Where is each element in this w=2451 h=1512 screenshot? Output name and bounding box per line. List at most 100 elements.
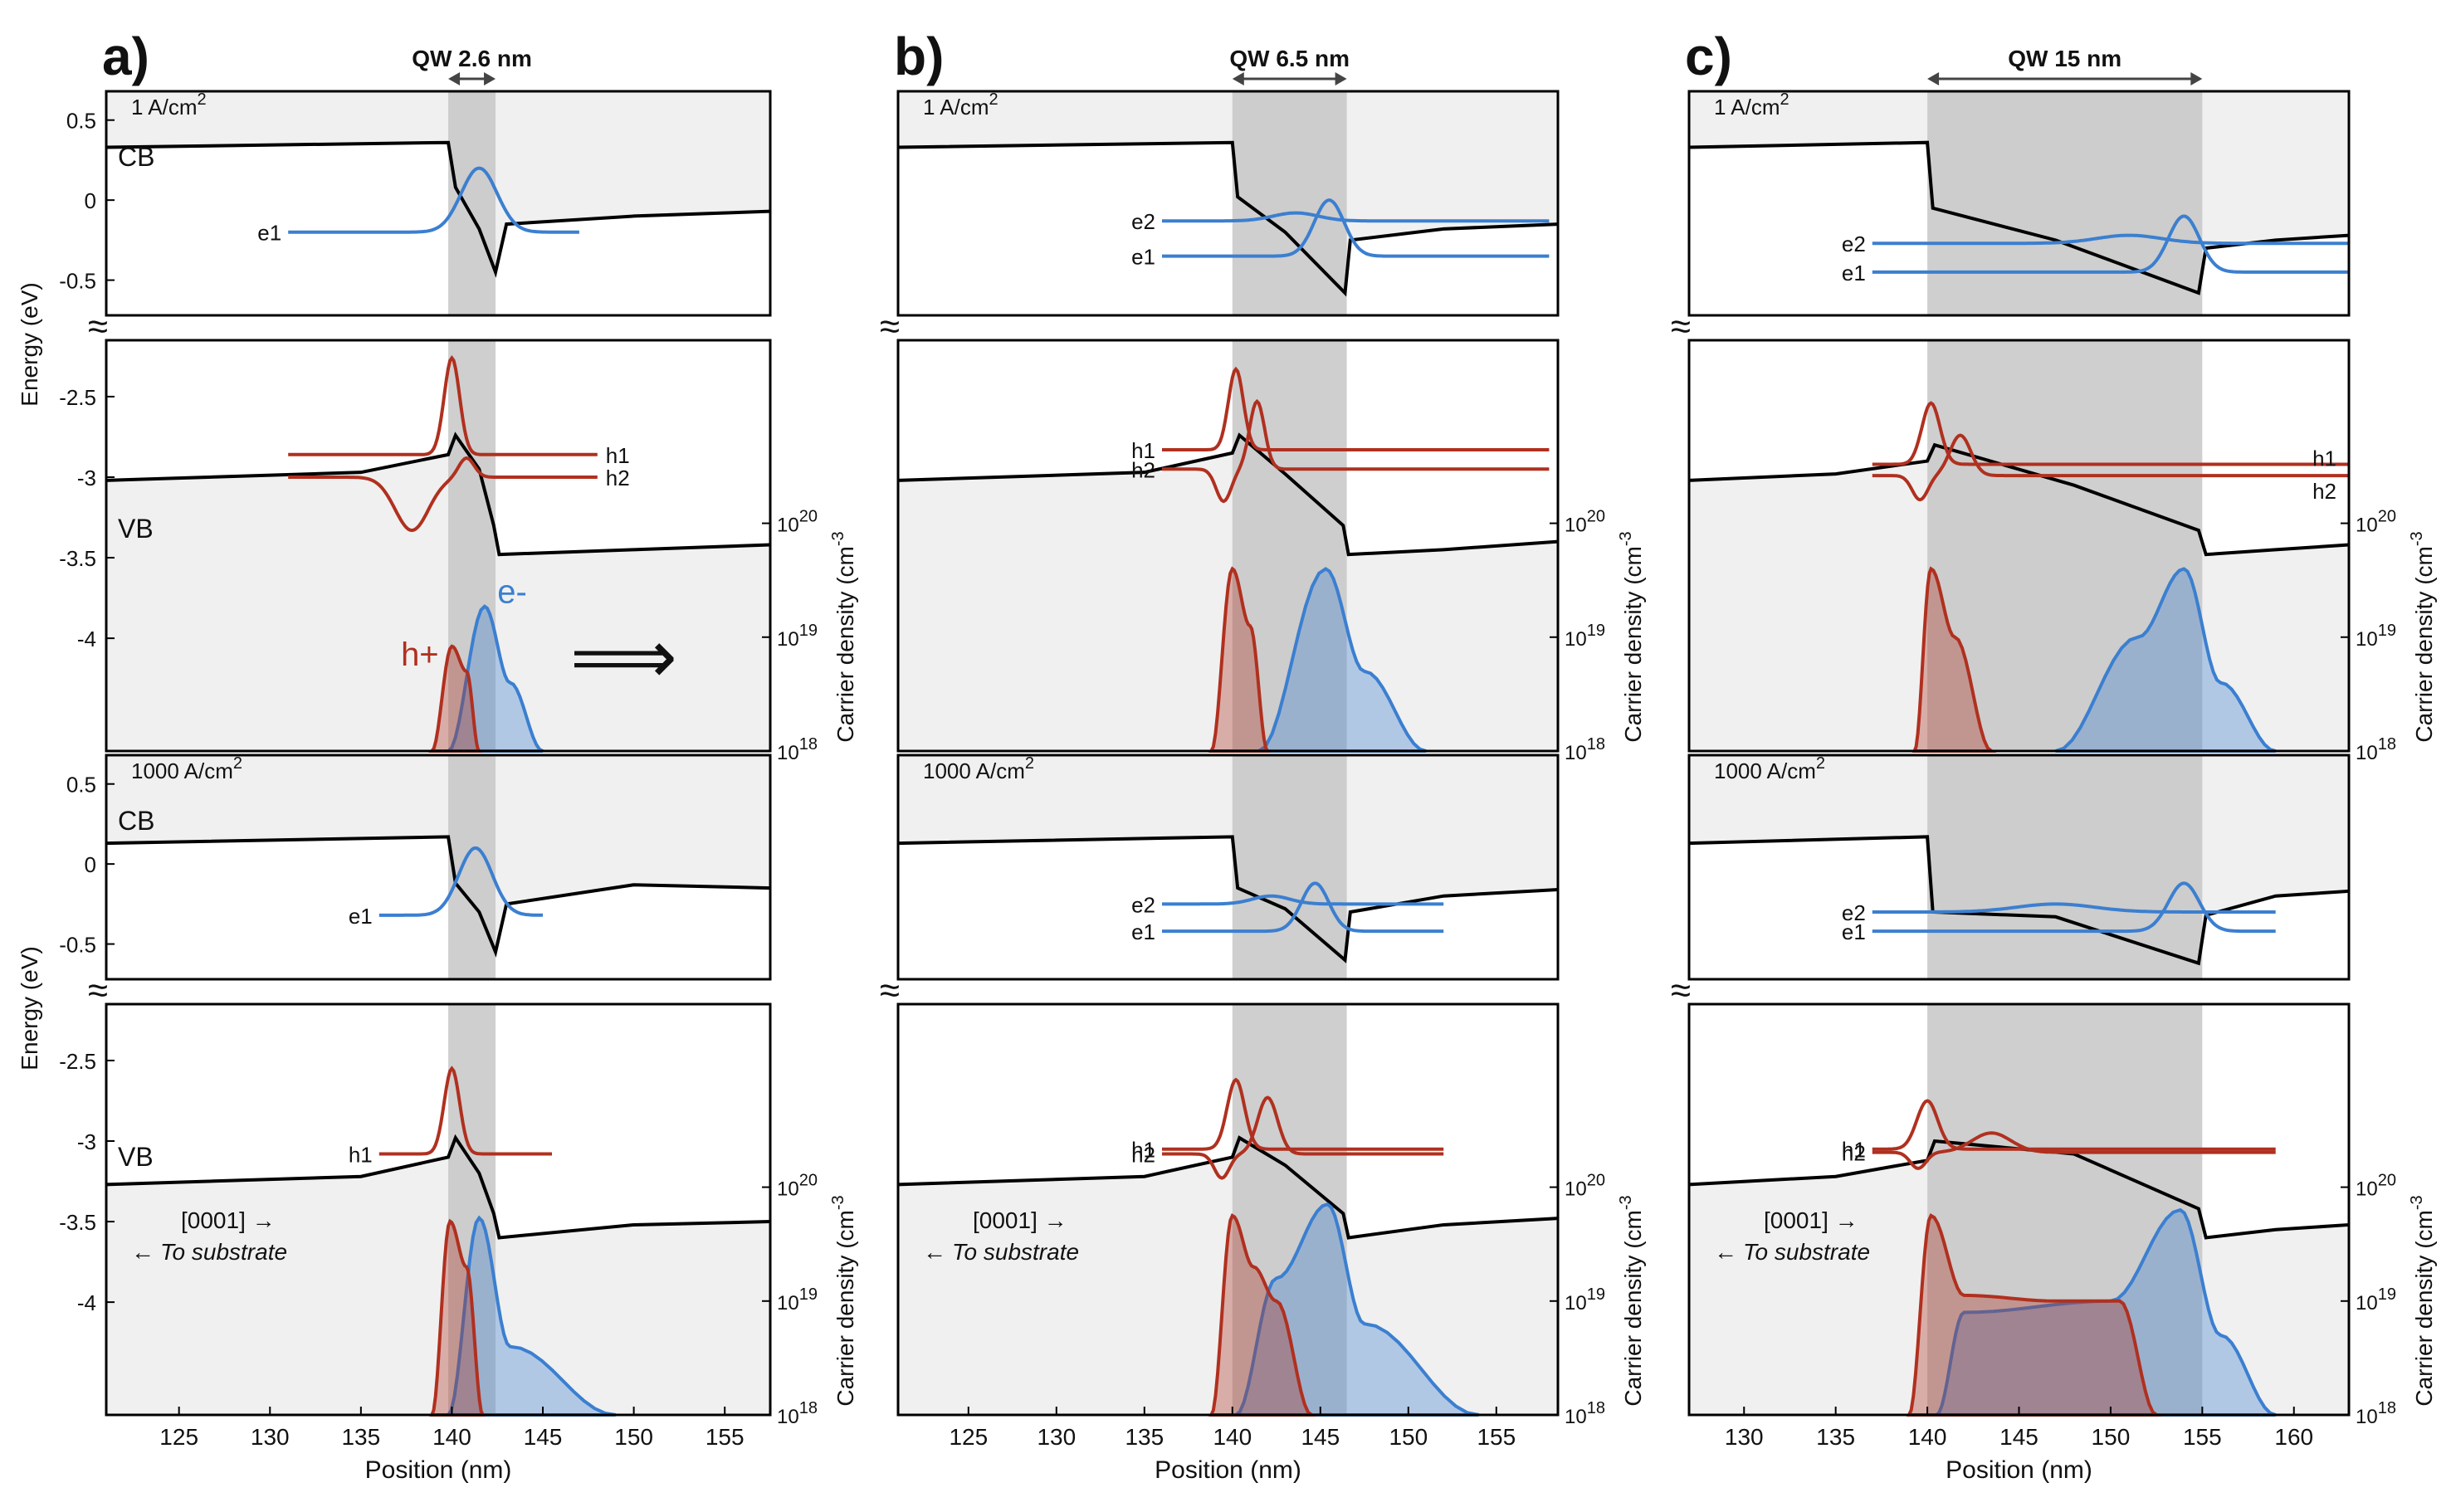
x-tick-label: 130 (1037, 1424, 1076, 1450)
density-tick-label-sup: 18 (2378, 1399, 2396, 1417)
x-axis-label: Position (nm) (1155, 1456, 1301, 1484)
current-density-label-sup: 2 (1780, 90, 1789, 109)
state-label-e1: e1 (257, 221, 281, 246)
density-tick-label-base: 10 (2356, 1292, 2378, 1314)
qw-region-lower (448, 340, 496, 751)
density-tick-label-sup: 18 (799, 1399, 818, 1417)
density-tick-label: 1020 (1565, 1172, 1605, 1201)
state-label-h1: h1 (1131, 1138, 1155, 1163)
density-axis-label: Carrier density (cm-3 (829, 1195, 858, 1406)
x-tick-label: 155 (1477, 1424, 1516, 1450)
density-tick-label-sup: 20 (2378, 508, 2396, 526)
cb-label: CB (118, 142, 154, 172)
x-tick-label: 140 (432, 1424, 471, 1450)
vb-band-edge (105, 1134, 771, 1240)
substrate-arrow: ← (131, 1239, 154, 1265)
density-tick-label-sup: 18 (1587, 735, 1605, 754)
current-density-label-sup: 2 (989, 90, 998, 109)
vb-band-edge (105, 432, 771, 557)
state-label-h1: h1 (349, 1143, 373, 1168)
hole-density (1208, 566, 1271, 753)
qw-label: QW 6.5 nm (1229, 46, 1350, 71)
x-tick-label: 150 (1389, 1424, 1428, 1450)
state-h2-curve (1162, 398, 1550, 504)
axes-frame-upper (896, 754, 1560, 981)
vb-band-edge (1688, 442, 2350, 557)
current-density-label-base: 1 A/cm (131, 95, 197, 119)
energy-tick-label: -0.5 (59, 933, 96, 958)
vb-gap-fill (898, 1004, 1558, 1238)
energy-tick-label: -2.5 (59, 1049, 96, 1074)
state-label-e1: e1 (1842, 261, 1866, 285)
density-tick-label-base: 10 (2356, 628, 2378, 651)
cb-label: CB (118, 806, 154, 836)
vb-label: VB (118, 1142, 154, 1172)
state-label-e2: e2 (1131, 209, 1155, 234)
state-label-e1: e1 (1131, 245, 1155, 270)
x-tick-label: 145 (1999, 1424, 2038, 1450)
density-tick-label-base: 10 (2356, 1406, 2378, 1428)
state-label-e1: e1 (1131, 919, 1155, 944)
density-tick-label: 1020 (777, 1172, 818, 1201)
density-tick-label: 1020 (2356, 508, 2396, 537)
axis-break-mark: ≈ (88, 970, 108, 1011)
hole-density (1906, 1213, 2162, 1417)
density-tick-label-sup: 18 (799, 735, 818, 754)
density-tick-label-base: 10 (777, 515, 799, 537)
density-tick-label-base: 10 (1565, 515, 1587, 537)
density-tick-label: 1020 (1565, 508, 1605, 537)
density-axis-label: Carrier density (cm-3 (2408, 1195, 2437, 1406)
density-axis-label: Carrier density (cm-3 (1617, 1195, 1646, 1406)
cb-band-edge (897, 140, 1559, 297)
density-tick-label-base: 10 (1565, 1178, 1587, 1201)
density-tick-label: 1019 (777, 622, 818, 651)
state-h1-curve (1872, 1099, 2276, 1151)
energy-tick-label: -4 (77, 627, 96, 651)
axes-frame-lower (105, 339, 772, 753)
x-axis-label: Position (nm) (365, 1456, 512, 1484)
qw-region-upper (1232, 91, 1347, 315)
density-axis-label-base: Carrier density (cm (2411, 1210, 2437, 1406)
density-tick-label-sup: 20 (799, 508, 818, 526)
state-label-e1: e1 (349, 904, 373, 929)
qw-label: QW 2.6 nm (412, 46, 532, 71)
qw-region-lower (1927, 1004, 2203, 1415)
axes-frame-upper (105, 754, 772, 981)
energy-tick-label: -3 (77, 1129, 96, 1154)
density-axis-label-base: Carrier density (cm (1620, 546, 1646, 742)
density-tick-label: 1019 (1565, 1285, 1605, 1314)
energy-axis-label: Energy (eV) (17, 282, 42, 406)
qw-region-upper (1927, 755, 2203, 979)
state-h1-curve (1872, 401, 2349, 466)
energy-tick-label: -3 (77, 466, 96, 490)
density-tick-label-sup: 19 (2378, 1285, 2396, 1304)
axis-break-mark: ≈ (88, 306, 108, 347)
current-density-label: 1 A/cm2 (923, 90, 998, 119)
density-tick-label-base: 10 (777, 628, 799, 651)
axis-break-mark: ≈ (880, 306, 900, 347)
hole-density (1208, 1212, 1316, 1417)
axes-frame-lower (1687, 339, 2351, 753)
axis-break-mark: ≈ (880, 970, 900, 1011)
density-axis-label-sup: -3 (829, 531, 847, 546)
axes-frame-lower (105, 1002, 772, 1417)
energy-axis-label: Energy (eV) (17, 946, 42, 1070)
substrate-label: To substrate (1743, 1239, 1870, 1265)
density-tick-label: 1019 (1565, 622, 1605, 651)
cb-gap-fill (898, 836, 1558, 979)
density-tick-label: 1019 (2356, 622, 2396, 651)
qw-dimension-arrowheads (448, 72, 496, 85)
state-e1-curve (1162, 198, 1550, 258)
electron-density (2055, 567, 2277, 753)
x-tick-label: 145 (524, 1424, 563, 1450)
state-e1-curve (1872, 214, 2349, 274)
x-tick-label: 135 (1125, 1424, 1164, 1450)
state-e2-curve (1872, 233, 2349, 246)
cb-gap-fill (1689, 836, 2349, 979)
x-tick-label: 160 (2274, 1424, 2313, 1450)
state-e1-curve (288, 166, 579, 234)
cb-band-edge (897, 835, 1559, 963)
state-h2-curve (1162, 1095, 1444, 1180)
